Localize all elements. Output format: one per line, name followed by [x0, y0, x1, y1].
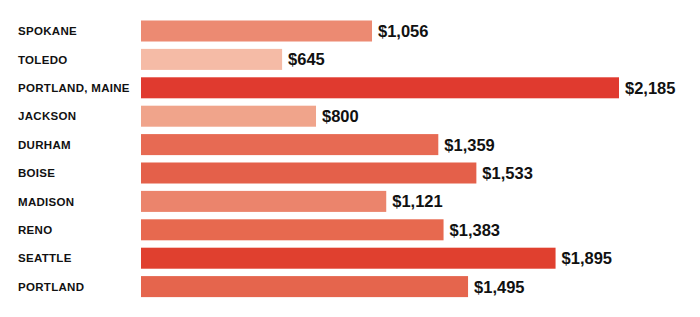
data-label: $800 — [322, 107, 359, 125]
bar — [141, 276, 468, 297]
data-label: $1,383 — [450, 221, 500, 239]
data-label: $1,056 — [378, 22, 428, 40]
bar — [141, 191, 386, 212]
bar — [141, 20, 372, 41]
bar — [141, 219, 444, 240]
bar — [141, 106, 316, 127]
data-label: $645 — [288, 50, 325, 68]
data-label: $1,359 — [444, 136, 494, 154]
category-label: PORTLAND, MAINE — [18, 82, 130, 94]
data-labels: $1,056 $645 $2,185 $800 $1,359 $1,533 $1,121 $1… — [288, 22, 675, 296]
category-label: DURHAM — [18, 139, 71, 151]
bar — [141, 248, 556, 269]
bars — [141, 20, 619, 297]
bar — [141, 134, 438, 155]
data-label: $2,185 — [625, 79, 675, 97]
bar — [141, 77, 619, 98]
chart: SPOKANE TOLEDO PORTLAND, MAINE JACKSON DURHA… — [0, 0, 700, 317]
category-labels: SPOKANE TOLEDO PORTLAND, MAINE JACKSON DURHA… — [18, 25, 130, 293]
category-label: SPOKANE — [18, 25, 77, 37]
data-label: $1,895 — [562, 249, 612, 267]
data-label: $1,533 — [482, 164, 532, 182]
category-label: TOLEDO — [18, 54, 68, 66]
category-label: MADISON — [18, 196, 74, 208]
bar — [141, 49, 282, 70]
category-label: BOISE — [18, 167, 55, 179]
category-label: PORTLAND — [18, 281, 84, 293]
bar — [141, 162, 476, 183]
data-label: $1,495 — [474, 278, 524, 296]
category-label: SEATTLE — [18, 252, 72, 264]
category-label: RENO — [18, 224, 52, 236]
category-label: JACKSON — [18, 110, 76, 122]
data-label: $1,121 — [392, 192, 442, 210]
